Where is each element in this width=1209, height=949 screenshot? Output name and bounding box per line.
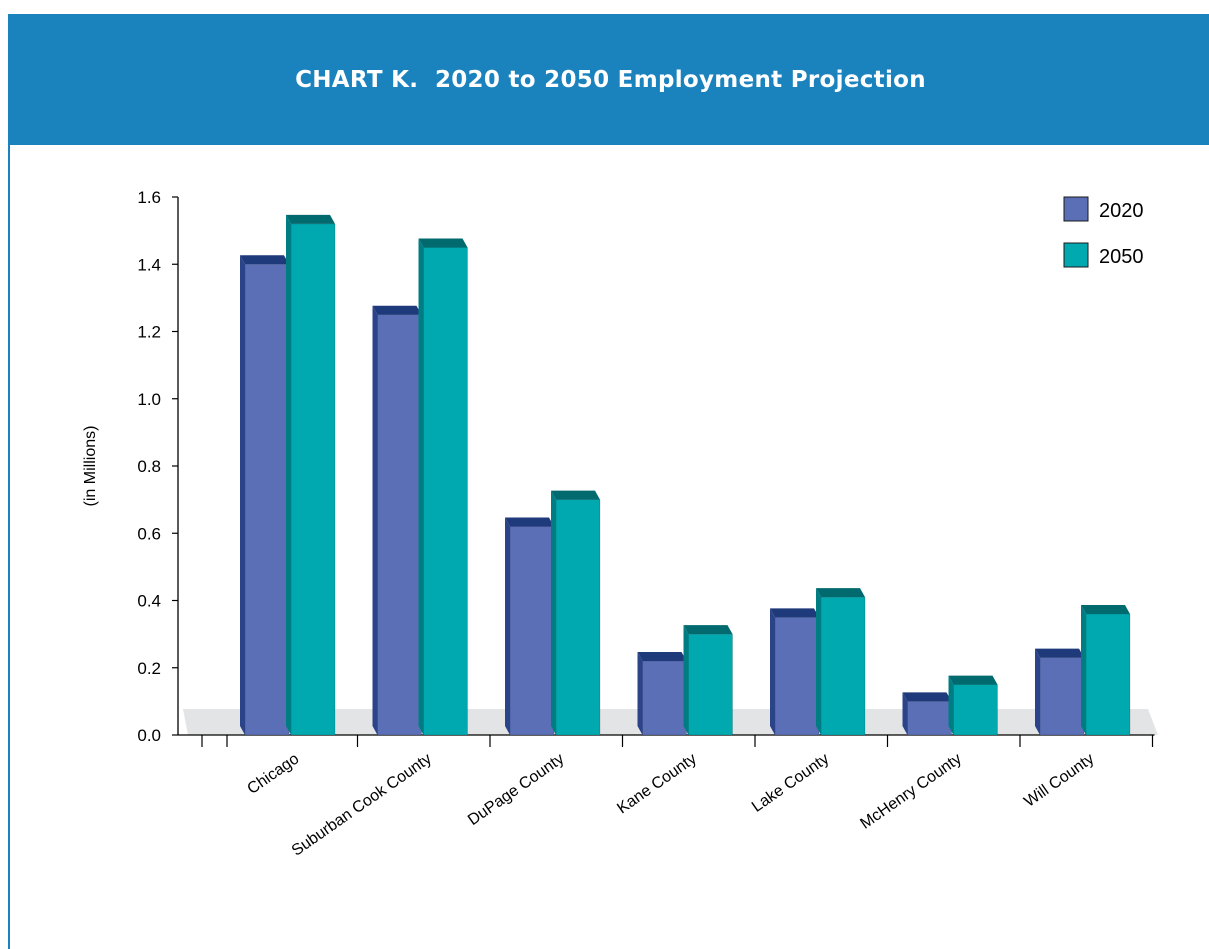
x-tick-label: Lake County (749, 750, 832, 815)
bar-2020-2 (505, 517, 555, 736)
bar-top (551, 490, 600, 500)
bar-side (418, 238, 424, 735)
y-tick-label: 0.8 (137, 457, 161, 476)
chart-bars-layer (240, 214, 1131, 736)
x-tick-label: Chicago (244, 750, 302, 798)
bar-front (907, 701, 952, 736)
bar-top (683, 625, 733, 635)
legend-label: 2020 (1099, 200, 1144, 222)
bar-top (1035, 648, 1084, 658)
bar-top (816, 588, 865, 598)
bar-front (290, 223, 336, 736)
y-tick-label: 0.2 (137, 659, 161, 678)
bar-2020-5 (902, 692, 952, 736)
x-tick-label: Kane County (614, 750, 700, 817)
y-tick-label: 1.6 (137, 188, 161, 207)
bar-side (372, 305, 378, 735)
bar-front (642, 660, 687, 736)
bar-side (637, 652, 643, 735)
bar-top (1081, 604, 1130, 614)
bar-top (418, 238, 468, 248)
x-tick-label: McHenry County (857, 750, 964, 832)
bar-side (286, 214, 291, 735)
chart-frame: CHART K. 2020 to 2050 Employment Project… (8, 14, 1209, 949)
bar-2050-2 (551, 490, 601, 736)
chart-title: CHART K. 2020 to 2050 Employment Project… (295, 66, 926, 93)
bar-side (551, 490, 556, 735)
bar-side (1081, 604, 1086, 735)
y-tick-label: 0.0 (137, 726, 161, 745)
bar-top (948, 675, 998, 685)
bar-2020-3 (637, 652, 687, 736)
bar-front (377, 314, 422, 736)
bar-top (372, 305, 422, 315)
bar-2020-1 (372, 305, 422, 736)
bar-front (244, 263, 290, 736)
bar-front (555, 499, 601, 736)
bar-side (948, 675, 954, 735)
bar-2020-6 (1035, 648, 1085, 736)
bar-2050-0 (286, 214, 336, 736)
bar-front (423, 247, 468, 736)
bar-2050-3 (683, 625, 733, 736)
bar-2050-1 (418, 238, 468, 736)
bar-top (902, 692, 952, 702)
bar-front (509, 526, 555, 736)
legend-label: 2050 (1099, 246, 1144, 268)
chart-legend: 2020 2050 (1063, 196, 1144, 268)
bar-top (637, 652, 687, 662)
bar-side (902, 692, 908, 735)
bar-top (770, 608, 819, 618)
bar-side (770, 608, 775, 735)
y-tick-label: 0.6 (137, 524, 161, 543)
legend-swatch-2050 (1063, 242, 1089, 268)
bar-front (1039, 657, 1085, 736)
bar-top (286, 214, 335, 224)
bar-top (505, 517, 554, 527)
bar-2050-6 (1081, 604, 1131, 736)
y-tick-label: 1.2 (137, 323, 161, 342)
bar-front (774, 617, 820, 736)
bar-2020-0 (240, 255, 290, 736)
y-axis-label: (in Millions) (82, 426, 99, 507)
bar-front (953, 684, 998, 736)
x-tick-label: Suburban Cook County (289, 750, 435, 859)
title-bar: CHART K. 2020 to 2050 Employment Project… (10, 14, 1209, 145)
y-tick-label: 0.4 (137, 592, 161, 611)
bar-side (505, 517, 510, 735)
bar-side (1035, 648, 1040, 735)
bar-side (683, 625, 689, 735)
bar-front (1085, 613, 1131, 736)
bar-2020-4 (770, 608, 820, 736)
bar-side (240, 255, 245, 735)
y-tick-label: 1.0 (137, 390, 161, 409)
bar-2050-5 (948, 675, 998, 736)
legend-swatch-2020 (1063, 196, 1089, 222)
bar-2050-4 (816, 588, 866, 736)
bar-top (240, 255, 289, 265)
x-tick-label: Will County (1021, 750, 1097, 810)
x-tick-label: DuPage County (465, 750, 567, 829)
bar-front (820, 596, 866, 736)
y-tick-label: 1.4 (137, 255, 161, 274)
bar-front (688, 633, 733, 736)
bar-side (816, 588, 821, 735)
